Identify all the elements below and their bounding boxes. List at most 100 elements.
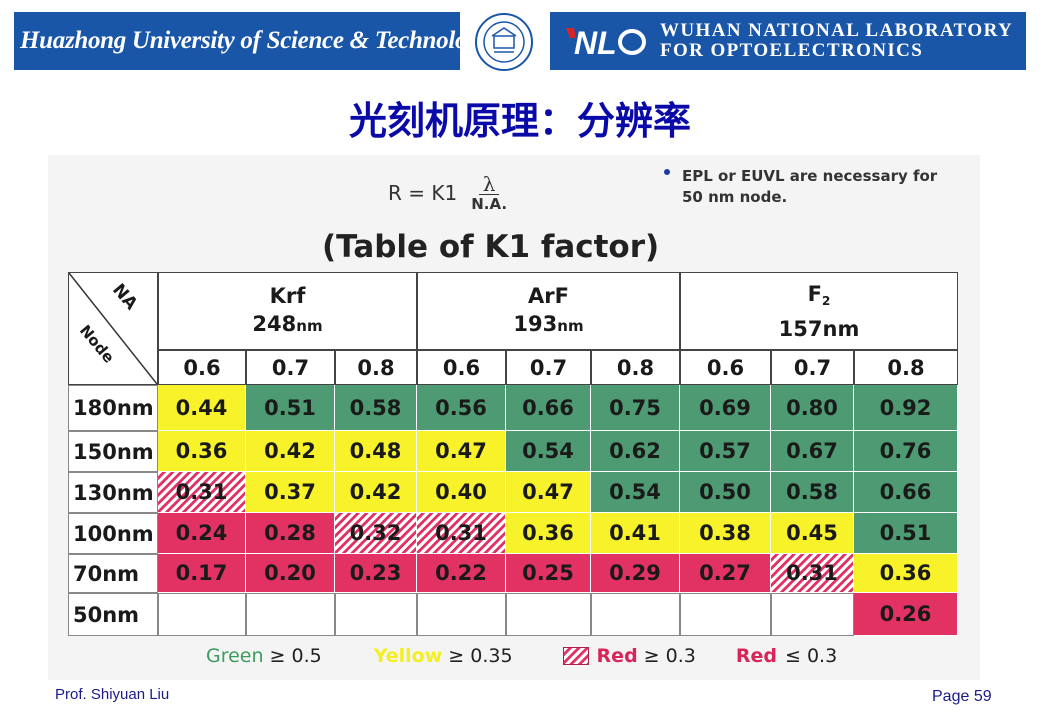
k1-value-cell: 0.51 [246, 385, 335, 431]
k1-value-cell: 0.45 [771, 513, 854, 554]
legend-yellow-value: ≥ 0.35 [448, 645, 513, 667]
wnlo-logo: NL [550, 12, 660, 70]
k1-factor-table: NA Node Krf 248nm ArF 193 nm F2 157nm 0.6… [68, 272, 958, 636]
k1-value-cell: 0.66 [506, 385, 591, 431]
bullet-icon [664, 169, 670, 175]
node-label: 150nm [68, 431, 158, 472]
k1-value-cell: 0.22 [417, 554, 506, 593]
formula-numerator: λ [478, 174, 500, 195]
k1-value-cell: 0.31 [417, 513, 506, 554]
k1-value-cell: 0.31 [771, 554, 854, 593]
legend-red-value: ≤ 0.3 [784, 645, 838, 667]
k1-value-cell: 0.48 [335, 431, 417, 472]
legend-hatched-swatch [562, 647, 589, 665]
k1-value-cell [771, 593, 854, 636]
na-header-cell: 0.7 [246, 350, 335, 385]
k1-value-cell: 0.26 [854, 593, 958, 636]
legend-green-value: ≥ 0.5 [269, 645, 322, 667]
node-label: 50nm [68, 593, 158, 636]
k1-value-cell: 0.36 [158, 431, 246, 472]
university-name: Huazhong University of Science & Technol… [20, 27, 491, 54]
group-header-krf: Krf 248nm [158, 272, 417, 350]
k1-value-cell: 0.27 [680, 554, 771, 593]
wnlo-logo-text: NL [574, 25, 617, 61]
k1-value-cell: 0.28 [246, 513, 335, 554]
university-banner: Huazhong University of Science & Technol… [14, 12, 491, 70]
legend-red-label: Red [735, 645, 777, 667]
k1-value-cell: 0.47 [417, 431, 506, 472]
k1-value-cell: 0.17 [158, 554, 246, 593]
k1-value-cell: 0.40 [417, 472, 506, 513]
k1-value-cell: 0.67 [771, 431, 854, 472]
k1-value-cell [680, 593, 771, 636]
k1-value-cell: 0.57 [680, 431, 771, 472]
k1-value-cell: 0.42 [246, 431, 335, 472]
k1-value-cell: 0.47 [506, 472, 591, 513]
lab-name: WUHAN NATIONAL LABORATORY FOR OPTOELECTR… [660, 21, 1013, 61]
na-header-cell: 0.8 [854, 350, 958, 385]
k1-value-cell: 0.75 [591, 385, 680, 431]
k1-value-cell: 0.38 [680, 513, 771, 554]
k1-value-cell [506, 593, 591, 636]
k1-value-cell: 0.29 [591, 554, 680, 593]
k1-value-cell [417, 593, 506, 636]
legend: Green ≥ 0.5 Yellow ≥ 0.35 Red ≥ 0.3 Red … [206, 645, 837, 667]
formula-fraction: λ N.A. [471, 174, 507, 213]
group-header-f2: F2 157nm [680, 272, 958, 350]
note-line2: 50 nm node. [682, 188, 788, 206]
k1-value-cell: 0.76 [854, 431, 958, 472]
k1-value-cell: 0.62 [591, 431, 680, 472]
k1-value-cell: 0.92 [854, 385, 958, 431]
k1-value-cell: 0.36 [854, 554, 958, 593]
note-line1: EPL or EUVL are necessary for [682, 167, 938, 185]
k1-value-cell [591, 593, 680, 636]
k1-value-cell: 0.24 [158, 513, 246, 554]
k1-value-cell [335, 593, 417, 636]
k1-value-cell: 0.37 [246, 472, 335, 513]
k1-value-cell: 0.44 [158, 385, 246, 431]
formula-denominator: N.A. [471, 194, 508, 213]
legend-green-label: Green [206, 645, 264, 667]
legend-hatched-label: Red [596, 645, 638, 667]
na-header-cell: 0.6 [417, 350, 506, 385]
group-subscript: 2 [822, 293, 831, 308]
legend-hatched-value: ≥ 0.3 [643, 645, 696, 667]
group-wavelength: 248 [252, 312, 297, 336]
page-title: 光刻机原理：分辨率 [348, 99, 691, 143]
k1-value-cell: 0.66 [854, 472, 958, 513]
group-unit: nm [296, 317, 323, 335]
k1-value-cell: 0.32 [335, 513, 417, 554]
k1-value-cell: 0.80 [771, 385, 854, 431]
k1-value-cell [158, 593, 246, 636]
legend-yellow-label: Yellow [373, 645, 443, 667]
k1-value-cell: 0.58 [771, 472, 854, 513]
group-name: F [807, 281, 822, 306]
k1-value-cell: 0.41 [591, 513, 680, 554]
node-label: 130nm [68, 472, 158, 513]
na-header-cell: 0.7 [771, 350, 854, 385]
group-wavelength: 157nm [778, 316, 860, 341]
lab-name-line1: WUHAN NATIONAL LABORATORY [660, 20, 1014, 41]
k1-value-cell: 0.51 [854, 513, 958, 554]
table-title: (Table of K1 factor) [322, 229, 660, 265]
group-wavelength: 193 [513, 312, 558, 336]
k1-value-cell: 0.31 [158, 472, 246, 513]
lab-banner: NL WUHAN NATIONAL LABORATORY FOR OPTOELE… [550, 12, 1026, 70]
resolution-formula: R = K1 λ N.A. [388, 168, 507, 218]
node-label: 70nm [68, 554, 158, 593]
k1-value-cell: 0.69 [680, 385, 771, 431]
k1-value-cell: 0.54 [591, 472, 680, 513]
na-header-cell: 0.8 [591, 350, 680, 385]
k1-value-cell: 0.25 [506, 554, 591, 593]
author-footer: Prof. Shiyuan Liu [55, 686, 170, 703]
euvl-note: EPL or EUVL are necessary for 50 nm node… [664, 166, 966, 208]
node-label: 180nm [68, 385, 158, 431]
table-corner: NA Node [68, 272, 158, 385]
group-name: ArF [528, 284, 569, 308]
k1-value-cell: 0.42 [335, 472, 417, 513]
na-header-cell: 0.6 [680, 350, 771, 385]
na-header-cell: 0.7 [506, 350, 591, 385]
k1-value-cell: 0.20 [246, 554, 335, 593]
k1-value-cell: 0.36 [506, 513, 591, 554]
k1-value-cell: 0.56 [417, 385, 506, 431]
